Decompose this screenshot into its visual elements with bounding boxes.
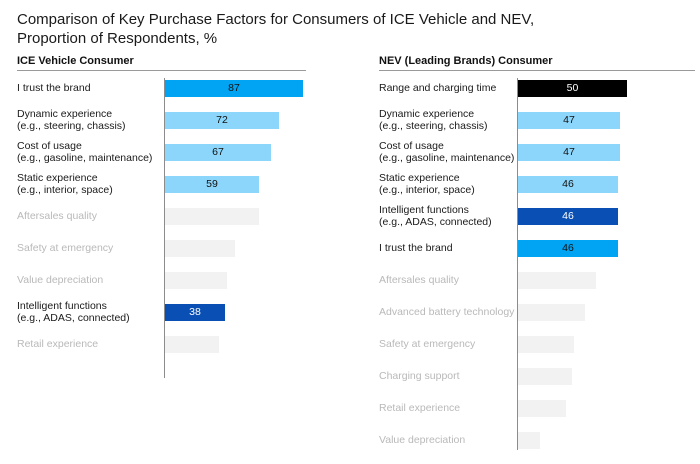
bar-nev-retail-experience [518,399,566,417]
category-label-line: Aftersales quality [379,274,459,286]
data-label: 38 [189,306,201,318]
category-label-ice-value-depreciation: Value depreciation [17,274,103,286]
data-label: 46 [562,242,574,254]
category-label-nev-value-depreciation: Value depreciation [379,434,465,446]
bar-nev-aftersales-quality [518,271,596,289]
category-label-line: (e.g., ADAS, connected) [379,216,492,228]
category-label-ice-dynamic-experience: Dynamic experience (e.g., steering, chass… [17,108,126,132]
category-label-nev-dynamic-experience: Dynamic experience (e.g., steering, chass… [379,108,488,132]
category-label-line: Static experience [17,172,98,184]
category-label-line: Value depreciation [17,274,104,286]
data-label: 59 [206,178,218,190]
data-label: 87 [228,82,240,94]
category-label-line: Dynamic experience [379,108,475,120]
category-label-line: Safety at emergency [379,338,476,350]
bar-nev-dynamic-experience: 47 [518,111,620,129]
bar-nev-static-experience: 46 [518,175,618,193]
bar-ice-intelligent-functions: 38 [165,303,225,321]
category-label-line: Intelligent functions [17,300,107,312]
bar-nev-i-trust-the-brand: 46 [518,239,618,257]
bar-nev-value-depreciation [518,431,540,449]
category-label-line: Aftersales quality [17,210,97,222]
category-label-line: (e.g., gasoline, maintenance) [379,152,515,164]
category-label-nev-intelligent-functions: Intelligent functions (e.g., ADAS, connec… [379,204,492,228]
data-label: 67 [212,146,224,158]
panel-title-ice: ICE Vehicle Consumer [17,55,134,67]
category-label-line: (e.g., interior, space) [17,184,113,196]
panel-rule-ice [17,70,306,71]
bar-ice-value-depreciation [165,271,227,289]
category-label-nev-static-experience: Static experience (e.g., interior, space) [379,172,475,196]
bar-ice-cost-of-usage: 67 [165,143,271,161]
category-label-line: Static experience [379,172,460,184]
category-label-line: (e.g., gasoline, maintenance) [17,152,153,164]
category-label-nev-advanced-battery-technology: Advanced battery technology [379,306,514,318]
category-label-line: (e.g., interior, space) [379,184,475,196]
category-label-ice-intelligent-functions: Intelligent functions (e.g., ADAS, connec… [17,300,130,324]
category-label-nev-safety-at-emergency: Safety at emergency [379,338,475,350]
bar-nev-intelligent-functions: 46 [518,207,618,225]
panel-rule-nev [379,70,695,71]
bar-nev-charging-support [518,367,572,385]
category-label-ice-aftersales-quality: Aftersales quality [17,210,97,222]
category-label-line: (e.g., ADAS, connected) [17,312,130,324]
category-label-nev-cost-of-usage: Cost of usage (e.g., gasoline, maintenanc… [379,140,514,164]
axis-line-ice [164,78,165,378]
category-label-line: Cost of usage [17,140,82,152]
category-label-line: Charging support [379,370,460,382]
category-label-line: I trust the brand [17,82,91,94]
bar-nev-safety-at-emergency [518,335,574,353]
bar-ice-dynamic-experience: 72 [165,111,279,129]
data-label: 47 [563,146,575,158]
category-label-line: (e.g., steering, chassis) [379,120,488,132]
category-label-line: Advanced battery technology [379,306,515,318]
data-label: 46 [562,178,574,190]
category-label-nev-i-trust-the-brand: I trust the brand [379,242,453,254]
category-label-line: Value depreciation [379,434,466,446]
category-label-ice-safety-at-emergency: Safety at emergency [17,242,113,254]
bar-nev-range-and-charging-time: 50 [518,79,627,97]
category-label-line: Safety at emergency [17,242,114,254]
category-label-nev-aftersales-quality: Aftersales quality [379,274,459,286]
category-label-ice-cost-of-usage: Cost of usage (e.g., gasoline, maintenanc… [17,140,152,164]
category-label-ice-static-experience: Static experience (e.g., interior, space) [17,172,113,196]
category-label-nev-charging-support: Charging support [379,370,460,382]
category-label-line: Retail experience [17,338,99,350]
category-label-ice-retail-experience: Retail experience [17,338,98,350]
data-label: 72 [216,114,228,126]
data-label: 50 [566,82,579,94]
bar-ice-safety-at-emergency [165,239,235,257]
category-label-nev-range-and-charging-time: Range and charging time [379,82,496,94]
data-label: 46 [562,210,574,222]
category-label-line: Retail experience [379,402,461,414]
axis-line-nev [517,78,518,450]
bar-ice-static-experience: 59 [165,175,259,193]
category-label-nev-retail-experience: Retail experience [379,402,460,414]
category-label-ice-i-trust-the-brand: I trust the brand [17,82,91,94]
data-label: 47 [563,114,575,126]
bar-ice-i-trust-the-brand: 87 [165,79,303,97]
bar-nev-advanced-battery-technology [518,303,585,321]
category-label-line: Range and charging time [379,82,497,94]
category-label-line: Intelligent functions [379,204,469,216]
category-label-line: (e.g., steering, chassis) [17,120,126,132]
chart-title-line-2: Proportion of Respondents, % [17,30,218,47]
category-label-line: Dynamic experience [17,108,113,120]
bar-ice-aftersales-quality [165,207,259,225]
bar-ice-retail-experience [165,335,219,353]
chart-title: Comparison of Key Purchase Factors for C… [17,10,534,48]
chart-title-line-1: Comparison of Key Purchase Factors for C… [17,11,535,28]
category-label-line: I trust the brand [379,242,453,254]
category-label-line: Cost of usage [379,140,444,152]
panel-title-nev: NEV (Leading Brands) Consumer [379,55,553,67]
bar-nev-cost-of-usage: 47 [518,143,620,161]
